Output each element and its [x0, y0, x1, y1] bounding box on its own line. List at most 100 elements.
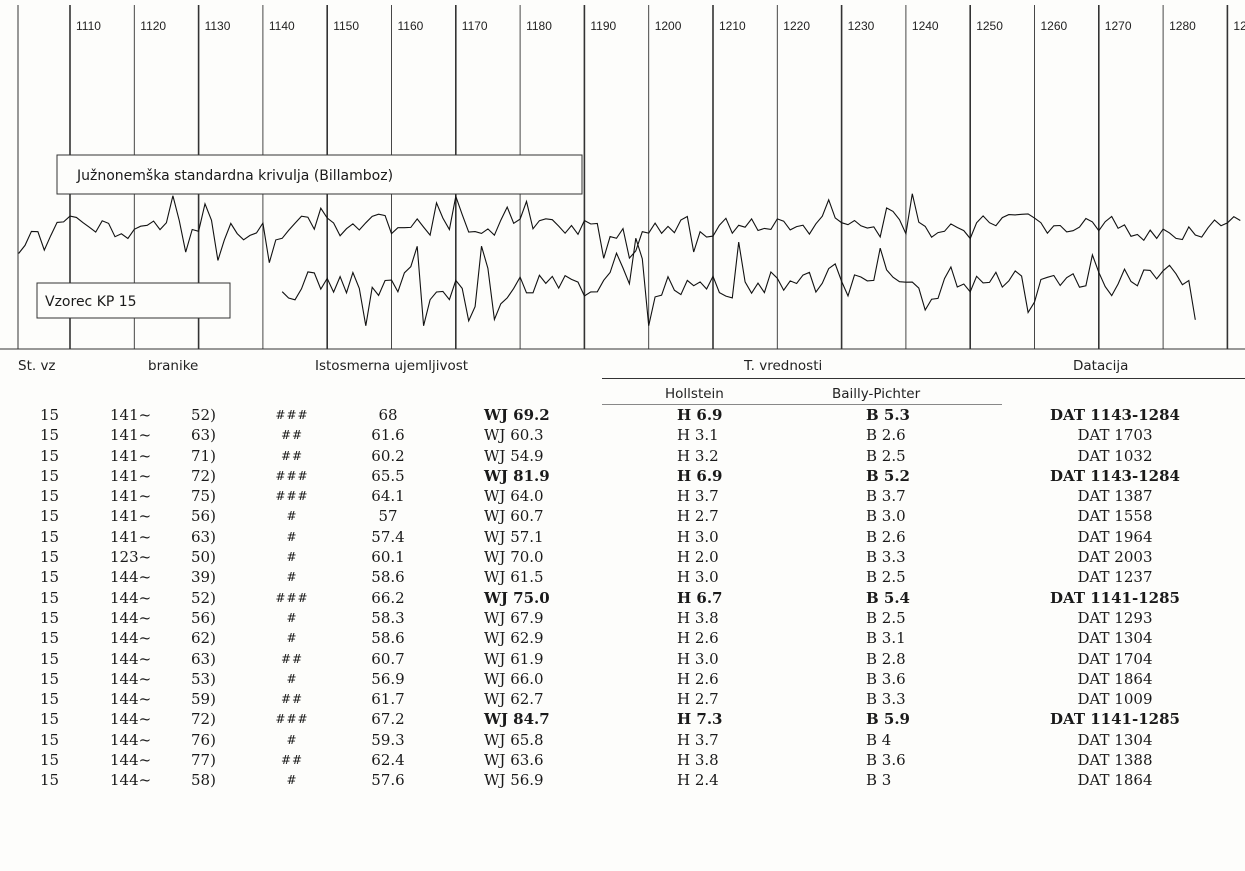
table-cell: 15	[40, 669, 60, 688]
table-cell: ###	[275, 590, 309, 605]
year-tick-label: 1170	[462, 19, 488, 33]
table-cell: B 5.2	[866, 466, 910, 485]
table-cell: 68	[378, 406, 398, 424]
table-cell: H 2.7	[677, 690, 719, 709]
table-cell: WJ 67.9	[484, 608, 544, 627]
table-cell: H 6.9	[677, 406, 723, 424]
year-tick-label: 1160	[398, 19, 424, 33]
year-tick-label: 1220	[783, 19, 810, 33]
table-cell: 57.6	[371, 771, 405, 790]
table-cell: 57	[378, 507, 398, 526]
table-cell: H 3.8	[677, 608, 719, 627]
table-cell: 56)	[191, 608, 216, 627]
year-tick-label: 1190	[590, 19, 616, 33]
year-tick-label: 1240	[912, 19, 939, 33]
table-cell: 71)	[191, 446, 216, 465]
table-row: 15 144~ 39) #58.6 WJ 61.5 H 3.0 B 2.5 DAT 1237	[0, 567, 1245, 587]
reference-series-label: Južnonemška standardna krivulja (Billamb…	[76, 168, 393, 184]
table-row: 15 144~ 63) ## 60.7 WJ 61.9 H 3.0 B 2.8 DAT 1704	[0, 649, 1245, 669]
table-cell: DAT 1864	[1077, 771, 1153, 790]
header-hollstein: Hollstein	[665, 386, 724, 402]
table-cell: WJ 56.9	[484, 771, 544, 790]
table-cell: WJ 62.7	[484, 690, 544, 709]
table-cell: 62.4	[371, 751, 405, 770]
table-row: 15 141~ 75) ### 64.1 WJ 64.0 H 3.7 B 3.7 DAT 138…	[0, 486, 1245, 506]
table-cell: 56)	[191, 507, 216, 526]
table-cell: #	[286, 773, 298, 788]
curves-group	[18, 193, 1241, 326]
table-cell: 53)	[191, 669, 216, 688]
table-cell: 15	[40, 487, 60, 506]
table-cell: 75)	[191, 487, 216, 506]
table-row: 15 144~ 62) #58.6 WJ 62.9 H 2.6 B 3.1 DAT 1304	[0, 628, 1245, 648]
table-cell: B 5.4	[866, 588, 910, 607]
table-cell: WJ 64.0	[484, 487, 544, 506]
table-cell: B 2.6	[866, 426, 906, 445]
table-cell: DAT 1141-1285	[1050, 710, 1180, 729]
table-cell: 60.1	[371, 548, 405, 567]
table-row: 15 141~ 63) #57.4 WJ 57.1 H 3.0 B 2.6 DAT 1964	[0, 527, 1245, 547]
table-cell: B 2.5	[866, 608, 906, 627]
table-cell: WJ 61.9	[484, 649, 544, 668]
table-cell: B 5.3	[866, 406, 910, 424]
table-cell: DAT 1387	[1077, 487, 1153, 506]
table-row: 15 144~ 77) ## 62.4 WJ 63.6 H 3.8 B 3.6 DAT 1388	[0, 750, 1245, 770]
table-cell: 15	[40, 751, 60, 770]
table-row: 15 144~ 72) ### 67.2 WJ 84.7 H 7.3 B 5.9 DAT 114…	[0, 709, 1245, 729]
table-cell: ###	[275, 712, 309, 727]
table-row: 15 144~ 56) #58.3 WJ 67.9 H 3.8 B 2.5 DAT 1293	[0, 608, 1245, 628]
year-grid	[17, 5, 1229, 349]
table-cell: B 3.6	[866, 751, 906, 770]
table-cell: 144~	[110, 730, 152, 749]
table-cell: B 3.3	[866, 690, 906, 709]
table-cell: B 3.3	[866, 548, 906, 567]
table-cell: ##	[280, 428, 304, 443]
table-cell: WJ 61.5	[484, 568, 544, 587]
table-cell: H 6.7	[677, 588, 723, 607]
table-cell: #	[286, 529, 298, 544]
table-cell: 15	[40, 568, 60, 587]
table-cell: H 2.6	[677, 629, 719, 648]
table-cell: 62)	[191, 629, 216, 648]
table-cell: 64.1	[371, 487, 405, 506]
header-branike: branike	[148, 358, 199, 374]
table-row: 15 144~ 59) ## 61.7 WJ 62.7 H 2.7 B 3.3 DAT 1009	[0, 689, 1245, 709]
table-cell: ###	[275, 489, 309, 504]
table-cell: 15	[40, 527, 60, 546]
table-cell: DAT 1388	[1077, 751, 1153, 770]
table-cell: B 2.5	[866, 568, 906, 587]
table-cell: WJ 60.7	[484, 507, 544, 526]
table-row: 15 144~ 53) #56.9 WJ 66.0 H 2.6 B 3.6 DAT 1864	[0, 669, 1245, 689]
table-cell: 65.5	[371, 466, 405, 485]
year-tick-label: 1120	[140, 19, 166, 33]
table-cell: 141~	[110, 406, 152, 424]
table-cell: 15	[40, 649, 60, 668]
year-tick-label: 1280	[1169, 19, 1196, 33]
table-cell: H 3.7	[677, 730, 719, 749]
table-cell: 60.7	[371, 649, 405, 668]
table-cell: H 3.1	[677, 426, 719, 445]
table-cell: WJ 69.2	[484, 406, 550, 424]
table-cell: B 3	[866, 771, 892, 790]
reference-legend-box: Južnonemška standardna krivulja (Billamb…	[56, 154, 583, 195]
table-cell: 144~	[110, 649, 152, 668]
table-cell: WJ 65.8	[484, 730, 544, 749]
table-cell: #	[286, 570, 298, 585]
table-row: 15 144~ 52) ### 66.2 WJ 75.0 H 6.7 B 5.4 DAT 114…	[0, 588, 1245, 608]
table-cell: 58.6	[371, 568, 405, 587]
table-cell: 144~	[110, 710, 152, 729]
table-cell: H 2.0	[677, 548, 719, 567]
table-cell: 144~	[110, 568, 152, 587]
table-cell: WJ 84.7	[484, 710, 550, 729]
table-cell: 144~	[110, 771, 152, 790]
table-cell: 67.2	[371, 710, 405, 729]
table-cell: 144~	[110, 588, 152, 607]
table-cell: 63)	[191, 426, 216, 445]
table-row: 15 141~ 72) ### 65.5 WJ 81.9 H 6.9 B 5.2 DAT 114…	[0, 466, 1245, 486]
table-cell: 63)	[191, 527, 216, 546]
table-cell: 66.2	[371, 588, 405, 607]
table-cell: DAT 1009	[1077, 690, 1153, 709]
year-tick-label: 1180	[526, 19, 552, 33]
table-cell: 56.9	[371, 669, 405, 688]
year-tick-label: 1150	[333, 19, 359, 33]
